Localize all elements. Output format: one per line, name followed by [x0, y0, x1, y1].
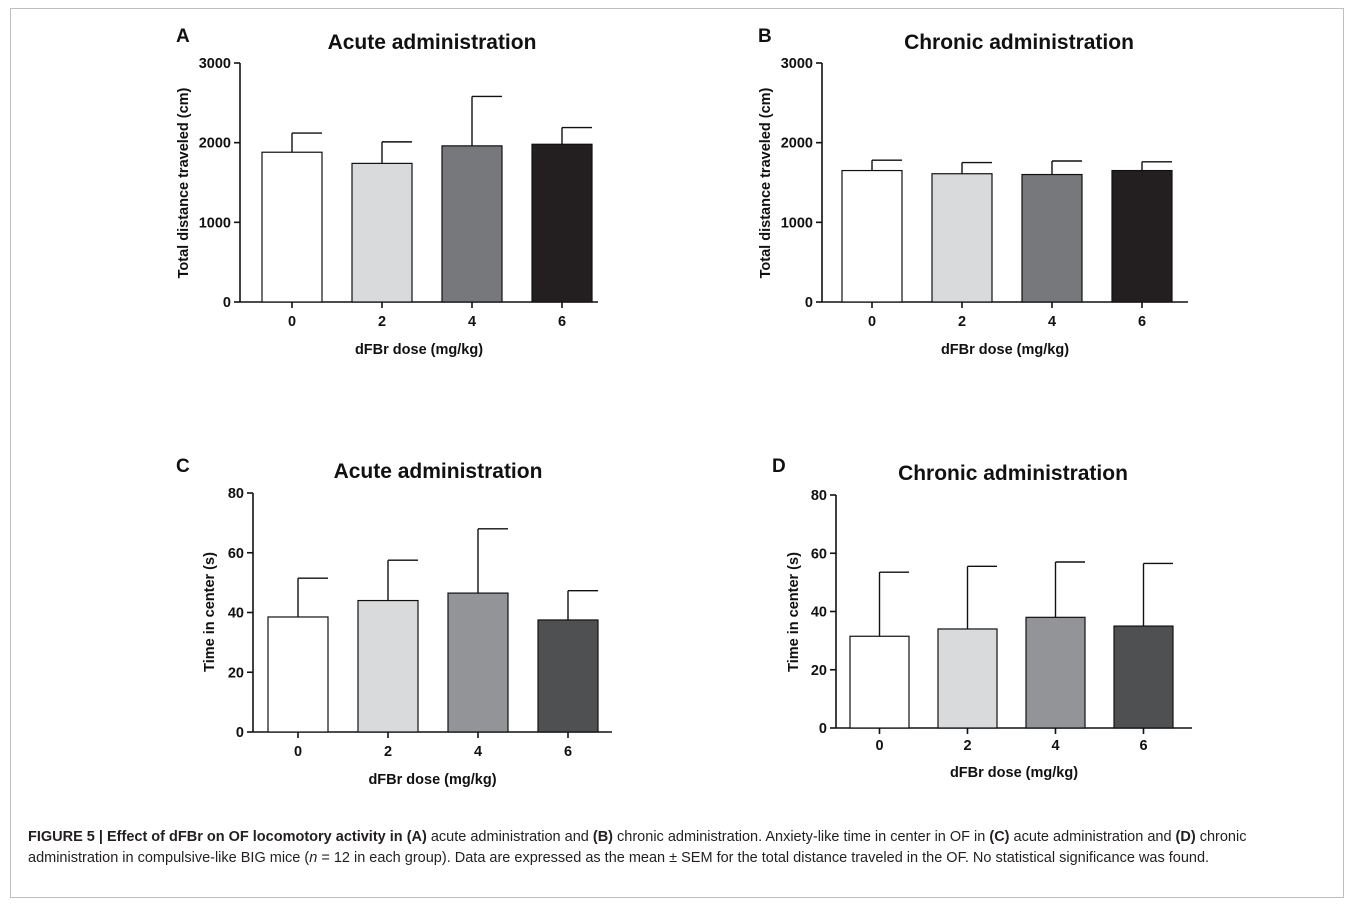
y-tick-label: 0: [223, 295, 231, 311]
y-tick-label: 0: [819, 721, 827, 737]
x-tick-label: 4: [474, 744, 482, 760]
chart-title: Acute administration: [334, 460, 543, 483]
y-axis-label: Time in center (s): [202, 552, 218, 672]
bar-dose-4: [1021, 173, 1083, 303]
panel-label: D: [772, 456, 786, 477]
y-tick-label: 1000: [781, 215, 813, 231]
x-axis-label: dFBr dose (mg/kg): [355, 342, 483, 358]
caption-text-3: acute administration and: [1009, 829, 1176, 845]
y-tick-label: 3000: [199, 56, 231, 72]
x-tick-label: 4: [1051, 738, 1059, 754]
y-axis-label: Total distance traveled (cm): [758, 87, 774, 278]
bar-dose-4: [447, 592, 509, 733]
y-axis-label: Total distance traveled (cm): [176, 87, 192, 278]
chart-title: Chronic administration: [898, 462, 1128, 485]
bar-dose-4: [1025, 616, 1086, 729]
bar-dose-2: [931, 173, 993, 303]
chart-title: Acute administration: [328, 31, 537, 54]
caption-text-5: = 12 in each group). Data are expressed …: [317, 850, 1210, 866]
chart-title: Chronic administration: [904, 31, 1134, 54]
x-tick-label: 0: [868, 314, 876, 330]
y-tick-label: 2000: [199, 136, 231, 152]
x-tick-label: 4: [1048, 314, 1056, 330]
y-tick-label: 1000: [199, 215, 231, 231]
x-tick-label: 2: [963, 738, 971, 754]
y-tick-label: 40: [811, 605, 827, 621]
y-tick-label: 40: [228, 606, 244, 622]
bar-dose-2: [357, 599, 419, 733]
y-tick-label: 20: [228, 665, 244, 681]
bar-dose-4: [441, 145, 503, 303]
caption-label: FIGURE 5 | Effect of dFBr on OF locomoto…: [28, 829, 403, 845]
bar-dose-2: [351, 162, 413, 303]
x-axis-label: dFBr dose (mg/kg): [368, 772, 496, 788]
chart-panel-d: D Chronic administration Time in center (s…: [772, 456, 1192, 781]
caption-text-4: chronic administration in compulsive-lik…: [28, 829, 1247, 866]
panel-label: A: [176, 26, 190, 47]
bar-dose-6: [531, 143, 593, 303]
panel-label: C: [176, 456, 190, 477]
x-tick-label: 0: [294, 744, 302, 760]
bar-dose-6: [1113, 625, 1174, 729]
caption-ref-b: (B): [592, 829, 614, 845]
x-tick-label: 2: [958, 314, 966, 330]
x-tick-label: 2: [384, 744, 392, 760]
figure-caption: FIGURE 5 | Effect of dFBr on OF locomoto…: [28, 827, 1328, 869]
x-tick-label: 6: [558, 314, 566, 330]
x-tick-label: 6: [564, 744, 572, 760]
y-tick-label: 0: [236, 725, 244, 741]
bar-dose-6: [537, 619, 599, 733]
caption-text-2: chronic administration. Anxiety-like tim…: [613, 829, 990, 845]
bar-dose-0: [841, 169, 903, 303]
x-tick-label: 6: [1139, 738, 1147, 754]
x-tick-label: 6: [1138, 314, 1146, 330]
bar-dose-2: [937, 628, 998, 729]
y-tick-label: 60: [228, 546, 244, 562]
y-tick-label: 80: [228, 486, 244, 502]
caption-ref-a: (A): [406, 829, 427, 845]
y-axis-label: Time in center (s): [786, 552, 802, 672]
y-tick-label: 2000: [781, 136, 813, 152]
y-tick-label: 60: [811, 546, 827, 562]
bar-dose-0: [261, 151, 323, 303]
y-tick-label: 0: [805, 295, 813, 311]
figure-frame: [10, 8, 1344, 898]
x-axis-label: dFBr dose (mg/kg): [950, 765, 1078, 781]
y-tick-label: 3000: [781, 56, 813, 72]
panel-label: B: [758, 26, 772, 47]
x-tick-label: 4: [468, 314, 476, 330]
bar-dose-6: [1111, 169, 1173, 303]
figure-canvas: A Acute administration Total distance trav…: [176, 26, 1192, 788]
chart-panel-b: B Chronic administration Total distance tr…: [758, 26, 1188, 358]
y-tick-label: 20: [811, 663, 827, 679]
x-tick-label: 0: [288, 314, 296, 330]
chart-panel-a: A Acute administration Total distance trav…: [176, 26, 598, 358]
x-tick-label: 2: [378, 314, 386, 330]
caption-ref-c: (C): [989, 829, 1010, 845]
caption-ref-d: (D): [1175, 829, 1196, 845]
x-tick-label: 0: [875, 738, 883, 754]
x-axis-label: dFBr dose (mg/kg): [941, 342, 1069, 358]
chart-panel-c: C Acute administration Time in center (s) d…: [176, 456, 612, 788]
caption-text-1: acute administration and: [426, 829, 593, 845]
bar-dose-0: [267, 616, 329, 733]
y-tick-label: 80: [811, 488, 827, 504]
bar-dose-0: [849, 635, 910, 729]
caption-n: n: [309, 850, 318, 866]
